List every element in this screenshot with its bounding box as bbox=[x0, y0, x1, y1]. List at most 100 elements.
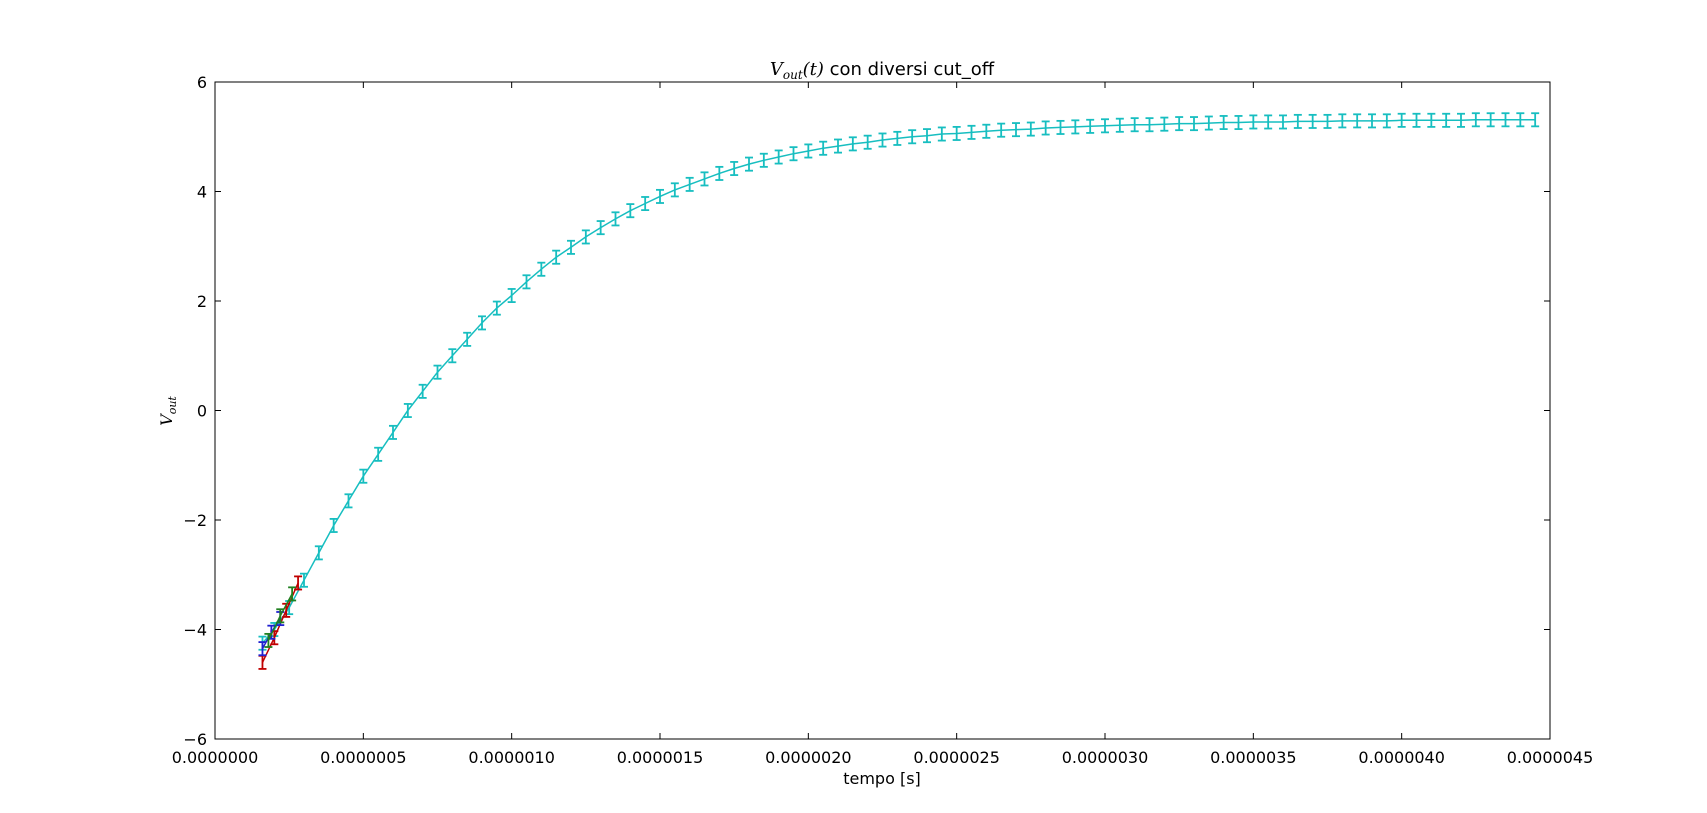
series-4 bbox=[264, 586, 297, 648]
error-bar-point bbox=[1293, 113, 1302, 129]
error-bar-point bbox=[1516, 112, 1525, 128]
error-bar-point bbox=[937, 126, 946, 142]
x-tick-label: 0.0000040 bbox=[1358, 748, 1445, 767]
error-bar-point bbox=[1175, 116, 1184, 132]
error-bar-point bbox=[715, 165, 724, 181]
error-bar-point bbox=[819, 140, 828, 156]
error-bar-point bbox=[288, 586, 297, 602]
x-tick-label: 0.0000030 bbox=[1062, 748, 1149, 767]
error-bar-point bbox=[1219, 115, 1228, 130]
error-bar-point bbox=[1471, 112, 1480, 128]
x-axis-label: tempo [s] bbox=[843, 769, 921, 788]
error-bar-point bbox=[1442, 112, 1451, 128]
error-bar-point bbox=[641, 196, 650, 212]
error-bar-point bbox=[537, 261, 546, 277]
error-bar-point bbox=[1204, 115, 1213, 131]
error-bar-point bbox=[1026, 121, 1035, 137]
error-bar-point bbox=[463, 331, 472, 347]
y-tick-label: 2 bbox=[197, 292, 207, 311]
error-bar-point bbox=[492, 300, 501, 316]
error-bar-point bbox=[952, 125, 961, 141]
error-bar-point bbox=[448, 348, 457, 364]
error-bar-point bbox=[294, 575, 303, 591]
error-bar-point bbox=[611, 211, 620, 227]
error-bar-point bbox=[1323, 113, 1332, 129]
y-tick-label: −2 bbox=[183, 511, 207, 530]
y-tick-label: 6 bbox=[197, 73, 207, 92]
error-bar-point bbox=[834, 138, 842, 154]
error-bar-point bbox=[314, 545, 323, 561]
error-bar-point bbox=[848, 136, 857, 152]
error-bar-point bbox=[596, 220, 605, 236]
error-bar-point bbox=[403, 403, 412, 418]
series-1 bbox=[258, 112, 1540, 651]
error-bar-point bbox=[359, 468, 368, 484]
error-bar-point bbox=[1101, 118, 1109, 134]
error-bar-point bbox=[1531, 112, 1540, 128]
error-bar-point bbox=[1457, 112, 1465, 128]
error-bar-point bbox=[1308, 113, 1317, 129]
error-bar-point bbox=[908, 129, 917, 145]
error-bar-point bbox=[1486, 112, 1495, 128]
y-tick-label: −4 bbox=[183, 621, 207, 640]
error-bar-point bbox=[581, 229, 590, 245]
error-bar-point bbox=[300, 572, 308, 588]
error-bar-point bbox=[433, 364, 442, 380]
y-tick-label: −6 bbox=[183, 730, 207, 749]
x-tick-label: 0.0000045 bbox=[1507, 748, 1594, 767]
x-tick-label: 0.0000005 bbox=[320, 748, 407, 767]
error-bar-point bbox=[1234, 115, 1243, 130]
error-bar-point bbox=[1397, 112, 1406, 128]
error-bar-point bbox=[389, 424, 397, 440]
error-bar-point bbox=[1338, 113, 1347, 129]
error-bar-point bbox=[997, 122, 1006, 138]
error-bar-point bbox=[1115, 117, 1124, 133]
error-bar-point bbox=[1427, 112, 1436, 128]
axis-ticks: 0.0000000 0.0000005 0.0000010 0.0000015 0.00… bbox=[172, 73, 1594, 767]
error-bar-point bbox=[1130, 117, 1139, 133]
error-bar-point bbox=[329, 518, 338, 533]
error-bar-point bbox=[1012, 122, 1020, 138]
error-bar-point bbox=[626, 203, 635, 219]
error-bar-point bbox=[982, 123, 991, 139]
error-bar-point bbox=[1382, 113, 1391, 129]
chart-title: Vout(t) con diversi cut_off bbox=[770, 59, 995, 82]
x-tick-label: 0.0000035 bbox=[1210, 748, 1297, 767]
error-bar-point bbox=[1190, 116, 1198, 132]
error-bar-point bbox=[923, 128, 931, 144]
x-tick-label: 0.0000010 bbox=[468, 748, 555, 767]
x-tick-label: 0.0000000 bbox=[172, 748, 259, 767]
error-bar-point bbox=[774, 149, 783, 165]
error-bar-point bbox=[478, 315, 486, 331]
y-axis-label: Vout bbox=[157, 396, 179, 426]
error-bar-point bbox=[789, 146, 798, 162]
y-tick-label: 4 bbox=[197, 183, 207, 202]
error-bar-point bbox=[1279, 114, 1287, 130]
error-bar-point bbox=[418, 383, 427, 399]
error-bar-point bbox=[522, 274, 531, 290]
error-bar-point bbox=[507, 288, 516, 303]
x-tick-label: 0.0000025 bbox=[913, 748, 1000, 767]
y-tick-label: 0 bbox=[197, 402, 207, 421]
error-bar-point bbox=[1353, 113, 1362, 129]
error-bar-point bbox=[1368, 113, 1376, 129]
error-bar-point bbox=[1249, 114, 1258, 130]
x-tick-label: 0.0000015 bbox=[617, 748, 704, 767]
error-bar-point bbox=[863, 134, 872, 150]
error-bar-point bbox=[759, 152, 768, 168]
error-bar-point bbox=[1501, 112, 1510, 128]
error-bar-point bbox=[276, 608, 285, 624]
error-bar-point bbox=[1412, 112, 1421, 128]
error-bar-point bbox=[567, 239, 575, 255]
error-bar-point bbox=[878, 132, 887, 148]
error-bar-point bbox=[745, 156, 753, 172]
error-bar-point bbox=[374, 446, 383, 462]
error-bar-point bbox=[258, 641, 267, 657]
error-bar-point bbox=[656, 188, 664, 204]
error-bar-point bbox=[893, 130, 902, 146]
x-tick-label: 0.0000020 bbox=[765, 748, 852, 767]
error-bar-point bbox=[700, 171, 709, 187]
error-bar-point bbox=[264, 632, 273, 648]
